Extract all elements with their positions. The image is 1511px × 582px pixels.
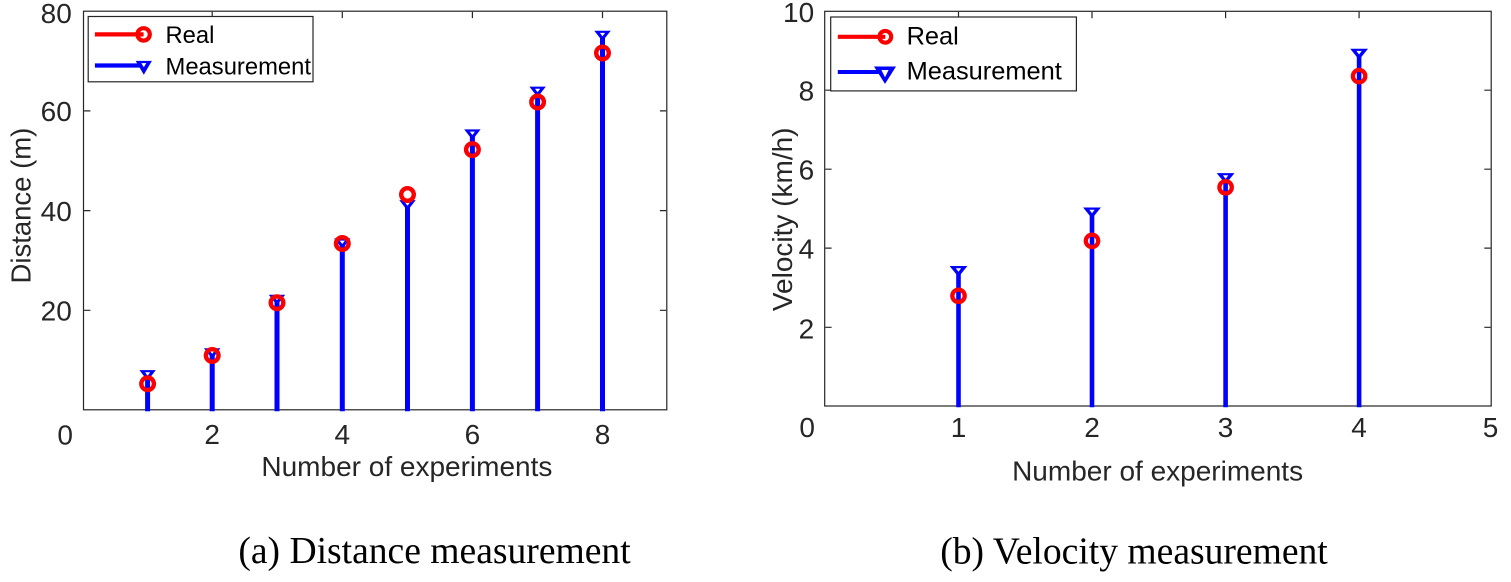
svg-text:80: 80 (41, 0, 72, 29)
svg-text:40: 40 (41, 196, 72, 227)
svg-text:Velocity (km/h): Velocity (km/h) (767, 127, 798, 311)
svg-text:2: 2 (1084, 412, 1100, 443)
svg-text:60: 60 (41, 96, 72, 127)
svg-text:Measurement: Measurement (166, 54, 312, 81)
svg-text:Measurement: Measurement (907, 57, 1062, 85)
svg-text:5: 5 (1483, 412, 1499, 443)
svg-text:1: 1 (951, 412, 967, 443)
svg-text:Real: Real (907, 23, 959, 51)
svg-text:6: 6 (799, 154, 815, 185)
svg-text:Real: Real (166, 22, 215, 49)
svg-text:(b) Velocity measurement: (b) Velocity measurement (940, 531, 1328, 572)
svg-text:Number of experiments: Number of experiments (261, 451, 552, 482)
svg-text:8: 8 (799, 75, 815, 106)
svg-text:0: 0 (799, 412, 815, 443)
svg-text:10: 10 (783, 0, 814, 28)
svg-text:Distance (m): Distance (m) (6, 128, 37, 284)
svg-text:4: 4 (799, 233, 815, 264)
svg-text:4: 4 (1351, 412, 1367, 443)
svg-text:0: 0 (57, 419, 73, 450)
svg-text:2: 2 (204, 419, 220, 450)
svg-text:20: 20 (41, 296, 72, 327)
svg-text:2: 2 (799, 314, 815, 345)
svg-text:(a) Distance measurement: (a) Distance measurement (238, 531, 631, 572)
svg-text:Number of experiments: Number of experiments (1012, 456, 1303, 487)
svg-text:8: 8 (595, 419, 611, 450)
svg-text:4: 4 (335, 419, 351, 450)
svg-text:6: 6 (465, 419, 481, 450)
svg-text:3: 3 (1218, 412, 1234, 443)
